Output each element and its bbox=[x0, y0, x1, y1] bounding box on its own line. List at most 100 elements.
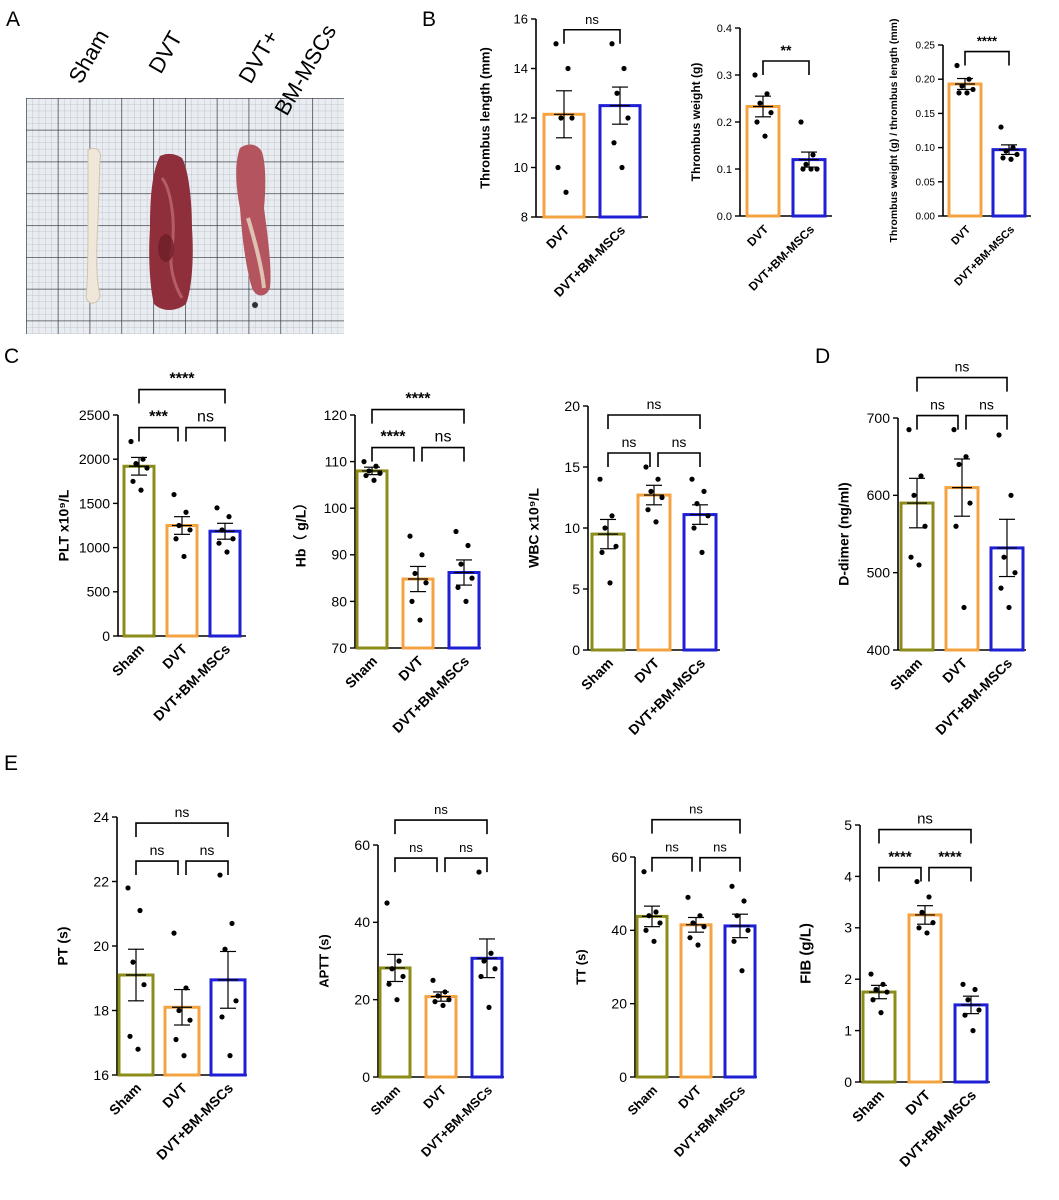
data-point bbox=[924, 930, 930, 936]
data-point bbox=[966, 76, 972, 82]
y-tick-label: 0.10 bbox=[916, 143, 936, 154]
significance-label: ns bbox=[672, 434, 687, 450]
data-point bbox=[926, 894, 932, 900]
y-tick-label: 20 bbox=[564, 398, 580, 414]
data-point bbox=[701, 924, 707, 930]
bar-dvt bbox=[424, 995, 458, 1079]
data-point bbox=[643, 927, 649, 933]
significance-label: ns bbox=[713, 840, 727, 855]
y-tick-label: 1 bbox=[844, 1023, 852, 1039]
data-point bbox=[996, 432, 1002, 438]
data-point bbox=[446, 997, 452, 1003]
category-label: Sham bbox=[109, 641, 147, 679]
data-point bbox=[423, 580, 429, 586]
data-point bbox=[810, 152, 816, 158]
significance-bracket bbox=[185, 426, 226, 442]
y-tick-label: 0.0 bbox=[717, 211, 732, 223]
data-point bbox=[918, 473, 924, 479]
data-point bbox=[922, 523, 928, 529]
y-tick-label: 1000 bbox=[79, 540, 110, 556]
data-point bbox=[619, 164, 625, 171]
data-point bbox=[754, 119, 760, 125]
data-point bbox=[135, 1046, 141, 1052]
significance-label: ns bbox=[917, 811, 933, 828]
data-point bbox=[607, 580, 613, 586]
y-tick-label: 0.2 bbox=[717, 117, 732, 129]
significance-label: ns bbox=[665, 840, 679, 855]
significance-bracket bbox=[657, 452, 701, 467]
data-point bbox=[458, 561, 464, 567]
data-point bbox=[651, 938, 657, 944]
significance-label: ns bbox=[622, 434, 637, 450]
significance-bracket bbox=[878, 828, 972, 844]
y-tick-label: 500 bbox=[867, 565, 891, 581]
data-point bbox=[705, 513, 711, 519]
data-point bbox=[954, 62, 960, 69]
category-label: DVT bbox=[939, 654, 970, 685]
data-point bbox=[563, 189, 569, 195]
y-tick-label: 0.4 bbox=[717, 23, 732, 35]
category-label: Sham bbox=[624, 1083, 660, 1119]
data-point bbox=[138, 487, 144, 493]
data-point bbox=[127, 1033, 133, 1039]
chart-weight-length-ratio: 0.00 0.05 0.10 0.15 0.20 0.25 Thrombus weight … bbox=[888, 19, 1031, 289]
data-point bbox=[565, 65, 571, 72]
bar-sham bbox=[355, 469, 389, 650]
significance-bracket bbox=[135, 822, 229, 838]
panel-letter-b: B bbox=[422, 8, 437, 31]
data-point bbox=[685, 894, 691, 900]
y-axis-label: FIB (g/L) bbox=[798, 923, 815, 984]
significance-label: **** bbox=[977, 34, 998, 49]
data-point bbox=[659, 494, 665, 501]
data-point bbox=[133, 461, 139, 467]
y-tick-label: 22 bbox=[93, 873, 109, 889]
data-point bbox=[386, 981, 392, 987]
data-point bbox=[1008, 492, 1014, 498]
data-point bbox=[128, 438, 134, 445]
data-point bbox=[976, 1007, 982, 1013]
data-point bbox=[930, 920, 936, 926]
significance-bracket bbox=[185, 860, 229, 876]
data-point bbox=[657, 920, 663, 926]
significance-bracket bbox=[444, 857, 488, 873]
significance-label: ns bbox=[150, 842, 165, 858]
data-point bbox=[130, 478, 136, 484]
chart-d-dimer: 400 500 600 700 D-dimer (ng/ml) Sham DVTDVT+BM… bbox=[836, 359, 1026, 738]
data-point bbox=[176, 522, 182, 529]
bar-dvt bbox=[947, 82, 983, 218]
data-point bbox=[800, 166, 806, 172]
bar-dvt bbox=[679, 923, 713, 1079]
bar-sham bbox=[378, 966, 412, 1079]
y-axis-label: Thrombus weight (g) bbox=[689, 63, 703, 182]
data-point bbox=[641, 869, 647, 875]
significance-bracket bbox=[916, 414, 959, 430]
significance-label: **** bbox=[888, 849, 912, 866]
significance-bracket bbox=[371, 408, 465, 424]
bar-dvt bbox=[745, 104, 781, 218]
y-tick-label: 0 bbox=[362, 1069, 370, 1085]
y-tick-label: 0 bbox=[572, 642, 580, 658]
category-label: DVT bbox=[159, 640, 190, 671]
data-point bbox=[880, 981, 886, 987]
significance-label: ns bbox=[930, 397, 945, 413]
y-tick-label: 500 bbox=[87, 584, 111, 600]
significance-label: ns bbox=[434, 802, 448, 817]
data-point bbox=[998, 124, 1004, 130]
data-point bbox=[384, 900, 390, 906]
category-label: DVT bbox=[902, 1086, 933, 1117]
y-tick-label: 2500 bbox=[79, 407, 110, 423]
data-point bbox=[366, 468, 372, 474]
data-point bbox=[611, 140, 617, 146]
data-point bbox=[569, 115, 575, 121]
data-point bbox=[961, 604, 967, 611]
data-point bbox=[868, 971, 874, 977]
category-label: Sham bbox=[887, 655, 925, 693]
data-point bbox=[814, 166, 820, 172]
significance-bracket bbox=[138, 426, 179, 442]
data-point bbox=[141, 982, 147, 988]
data-point bbox=[144, 465, 150, 471]
data-point bbox=[602, 525, 608, 531]
